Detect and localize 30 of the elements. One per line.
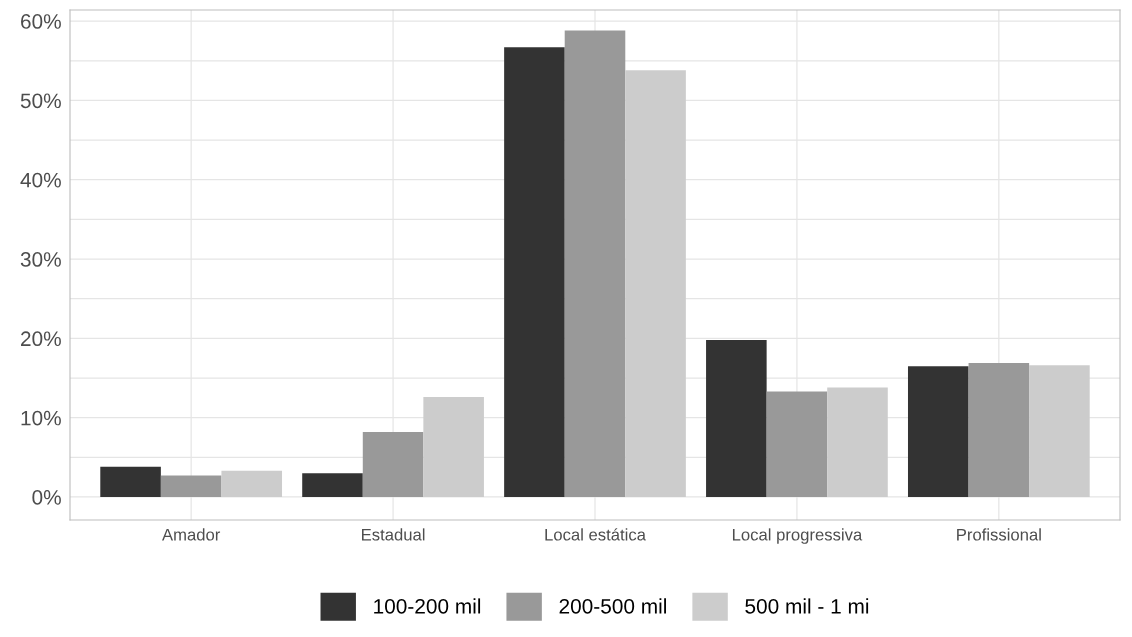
legend-label: 500 mil - 1 mi xyxy=(745,598,869,614)
y-tick-label: 60% xyxy=(21,14,61,29)
bar xyxy=(221,470,283,497)
y-tick-label: 40% xyxy=(20,172,61,188)
legend-label: 100-200 mil xyxy=(374,598,481,614)
y-tick-label: 0% xyxy=(32,490,61,505)
x-tick-label: Local progressiva xyxy=(732,528,863,544)
bar xyxy=(160,475,222,497)
x-tick-label: Local estática xyxy=(545,528,646,541)
x-tick-label: Amador xyxy=(162,528,221,541)
y-tick-label: 50% xyxy=(20,93,61,109)
bar xyxy=(827,387,888,497)
bar xyxy=(564,30,626,497)
bar xyxy=(907,366,969,497)
bar xyxy=(423,397,484,497)
bar xyxy=(100,466,161,497)
bar xyxy=(766,391,828,497)
x-tick-label: Estadual xyxy=(362,528,425,541)
bar xyxy=(1029,365,1090,497)
bar xyxy=(362,431,424,497)
bar xyxy=(706,339,767,497)
y-tick-label: 20% xyxy=(21,331,61,347)
x-tick-label: Profissional xyxy=(957,528,1041,541)
bar xyxy=(504,47,565,497)
bar xyxy=(302,473,363,497)
y-tick-label: 30% xyxy=(20,252,61,267)
bar xyxy=(968,362,1030,497)
legend-label: 200-500 mil xyxy=(559,598,666,614)
bar xyxy=(625,70,686,497)
y-tick-label: 10% xyxy=(21,410,61,426)
